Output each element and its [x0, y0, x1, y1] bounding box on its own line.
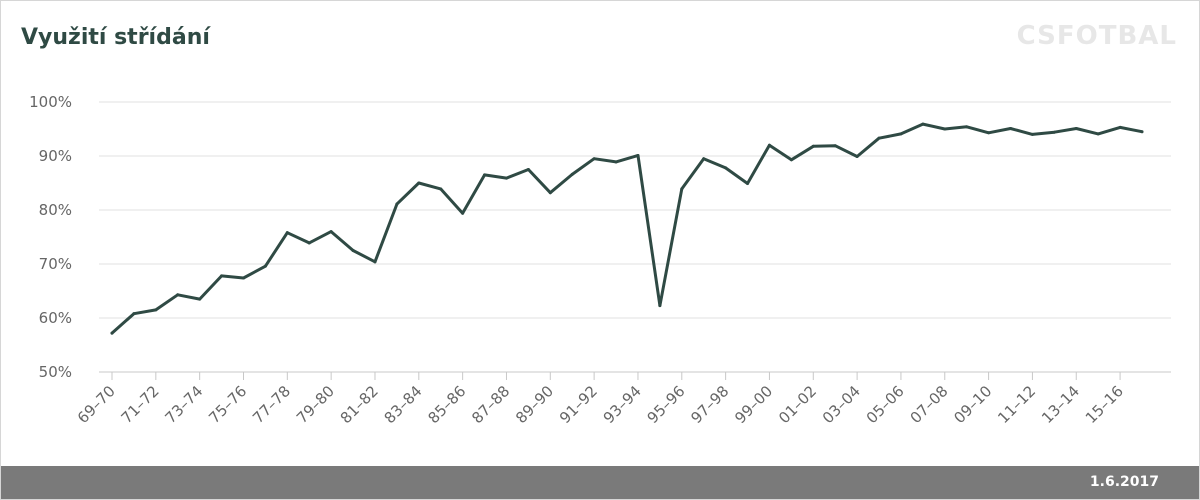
x-tick-label: 93–94	[600, 382, 645, 427]
x-tick-label: 07–08	[907, 382, 952, 427]
y-tick-label: 90%	[39, 147, 72, 165]
x-tick-label: 79–80	[293, 382, 338, 427]
data-point[interactable]	[439, 187, 443, 191]
x-tick-label: 81–82	[337, 382, 382, 427]
x-tick-label: 99–00	[731, 382, 776, 427]
x-tick-label: 85–86	[424, 382, 469, 427]
footer-bar: 1.6.2017	[1, 466, 1199, 499]
gridlines	[99, 101, 1171, 319]
data-point[interactable]	[504, 176, 508, 180]
data-point[interactable]	[176, 293, 180, 297]
data-point[interactable]	[767, 143, 771, 147]
footer-date: 1.6.2017	[1089, 474, 1159, 490]
data-point[interactable]	[417, 181, 421, 185]
data-point[interactable]	[570, 172, 574, 176]
data-point[interactable]	[965, 125, 969, 129]
data-point[interactable]	[263, 264, 267, 268]
data-point[interactable]	[636, 153, 640, 157]
x-tick-label: 13–14	[1038, 382, 1083, 427]
data-point[interactable]	[811, 144, 815, 148]
data-point[interactable]	[1074, 126, 1078, 130]
data-point[interactable]	[1118, 125, 1122, 129]
x-tick-label: 09–10	[950, 382, 995, 427]
data-point[interactable]	[1052, 130, 1056, 134]
data-point[interactable]	[899, 132, 903, 136]
data-point[interactable]	[526, 168, 530, 171]
data-point[interactable]	[724, 166, 728, 170]
data-point[interactable]	[680, 187, 684, 191]
x-tick-label: 01–02	[775, 382, 820, 427]
data-point[interactable]	[1030, 132, 1034, 136]
data-point[interactable]	[220, 274, 224, 278]
data-point[interactable]	[592, 157, 596, 161]
x-tick-label: 69–70	[74, 382, 119, 427]
series-layer	[110, 122, 1144, 335]
x-tick-label: 15–16	[1082, 382, 1127, 427]
data-point[interactable]	[483, 173, 487, 177]
series-line	[110, 122, 1144, 335]
y-tick-label: 50%	[39, 363, 72, 381]
data-point[interactable]	[855, 155, 859, 159]
data-point[interactable]	[351, 249, 355, 252]
data-point[interactable]	[329, 230, 333, 234]
y-axis: 50% 60% 70% 80% 90% 100%	[29, 93, 72, 381]
data-point[interactable]	[285, 231, 289, 235]
data-point[interactable]	[241, 276, 245, 280]
data-point[interactable]	[110, 331, 114, 335]
y-tick-label: 60%	[39, 309, 72, 327]
x-tick-label: 75–76	[205, 382, 250, 427]
data-point[interactable]	[702, 157, 706, 161]
data-point[interactable]	[373, 260, 377, 264]
data-point[interactable]	[987, 131, 991, 135]
data-point[interactable]	[658, 304, 662, 308]
data-point[interactable]	[833, 144, 837, 148]
x-tick-label: 83–84	[381, 382, 426, 427]
data-point[interactable]	[1009, 126, 1013, 130]
data-point[interactable]	[877, 136, 881, 140]
data-point[interactable]	[614, 160, 618, 164]
data-point[interactable]	[307, 241, 311, 245]
x-tick-label: 03–04	[819, 382, 864, 427]
data-point[interactable]	[1140, 130, 1144, 134]
data-point[interactable]	[789, 158, 793, 162]
x-tick-label: 71–72	[118, 382, 163, 427]
data-point[interactable]	[132, 312, 136, 316]
data-point[interactable]	[154, 308, 158, 312]
data-point[interactable]	[943, 127, 947, 131]
x-tick-label: 95–96	[644, 382, 689, 427]
data-point[interactable]	[461, 211, 465, 215]
chart-title: Využití střídání	[21, 25, 210, 50]
x-tick-label: 05–06	[863, 382, 908, 427]
x-tick-labels: 69–7071–7273–7475–7677–7879–8081–8283–84…	[74, 382, 1127, 427]
data-point[interactable]	[198, 297, 202, 301]
brand-logo: CSFOTBAL	[1016, 21, 1177, 51]
x-tick-label: 87–88	[468, 382, 513, 427]
data-point[interactable]	[548, 191, 552, 195]
data-point[interactable]	[746, 182, 750, 186]
x-tick-label: 89–90	[512, 382, 557, 427]
data-point[interactable]	[395, 202, 399, 206]
x-tick-label: 97–98	[687, 382, 732, 427]
x-tick-label: 11–12	[994, 382, 1039, 427]
y-tick-label: 80%	[39, 201, 72, 219]
line-chart: 50% 60% 70% 80% 90% 100% 69–7071–7273–7475–76…	[29, 93, 1171, 427]
x-axis	[99, 371, 1171, 380]
x-tick-label: 73–74	[161, 382, 206, 427]
x-tick-label: 91–92	[556, 382, 601, 427]
y-tick-label: 100%	[29, 93, 72, 111]
data-point[interactable]	[1096, 132, 1100, 136]
x-tick-label: 77–78	[249, 382, 294, 427]
y-tick-label: 70%	[39, 255, 72, 273]
data-point[interactable]	[921, 122, 925, 126]
